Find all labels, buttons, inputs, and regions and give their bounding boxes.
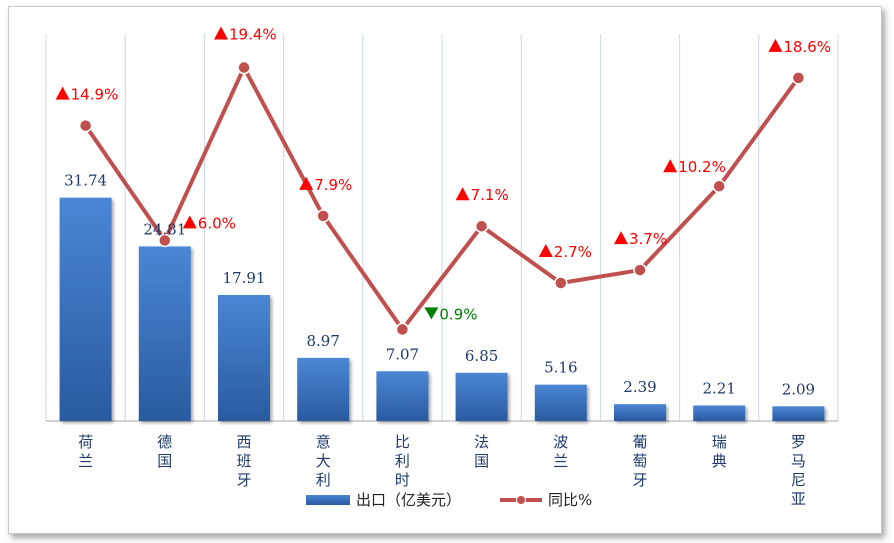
category-label: 意大利 xyxy=(316,433,331,489)
line-point xyxy=(237,60,251,75)
category-label: 波兰 xyxy=(553,433,568,470)
bar-value-label: 2.09 xyxy=(782,380,815,398)
bar xyxy=(772,406,825,421)
category-char: 国 xyxy=(474,452,489,470)
percent-label: 18.6% xyxy=(783,38,831,56)
category-label: 瑞典 xyxy=(712,433,727,470)
category-char: 利 xyxy=(316,471,331,489)
category-char: 比 xyxy=(395,433,410,451)
line-path xyxy=(83,65,801,332)
category-label: 德国 xyxy=(157,433,172,470)
category-char: 瑞 xyxy=(712,433,727,451)
category-char: 典 xyxy=(712,452,727,470)
category-char: 西 xyxy=(236,433,251,451)
bar xyxy=(614,404,666,421)
percent-label: 10.2% xyxy=(678,158,726,176)
category-label: 荷兰 xyxy=(78,433,93,470)
category-char: 罗 xyxy=(791,433,806,451)
line-point xyxy=(78,118,93,133)
bar-value-label: 8.97 xyxy=(306,332,339,350)
category-char: 葡 xyxy=(632,433,647,451)
bar xyxy=(59,197,112,421)
category-char: 萄 xyxy=(632,452,647,470)
up-triangle-icon xyxy=(614,231,628,245)
category-label: 比利时 xyxy=(395,433,410,489)
line-point xyxy=(791,71,806,85)
category-label: 西班牙 xyxy=(236,433,251,489)
up-triangle-icon xyxy=(214,26,228,40)
percent-label: 0.9% xyxy=(439,305,477,323)
bar-value-label: 5.16 xyxy=(544,359,577,377)
line-series xyxy=(78,60,806,337)
category-char: 马 xyxy=(791,452,806,470)
bar-series xyxy=(59,197,825,421)
category-label: 法国 xyxy=(474,433,489,470)
legend-line-marker xyxy=(516,495,526,505)
percent-label: 19.4% xyxy=(229,26,277,44)
category-char: 法 xyxy=(474,433,489,451)
line-point xyxy=(316,209,330,223)
line-point xyxy=(395,322,410,337)
category-char: 兰 xyxy=(78,452,93,470)
category-char: 国 xyxy=(157,452,172,470)
bar-value-label: 17.91 xyxy=(223,269,266,287)
line-point xyxy=(633,263,647,277)
bar-value-label: 31.74 xyxy=(64,172,107,190)
legend: 出口（亿美元） 同比% xyxy=(306,491,592,509)
category-char: 意 xyxy=(316,433,331,451)
bar xyxy=(297,357,350,421)
category-char: 德 xyxy=(157,433,172,451)
category-char: 利 xyxy=(395,452,410,470)
category-char: 班 xyxy=(236,452,251,470)
legend-line-label: 同比% xyxy=(548,491,592,509)
percent-label: 2.7% xyxy=(554,243,592,261)
up-triangle-icon xyxy=(455,187,470,201)
percent-label: 14.9% xyxy=(71,86,119,104)
category-char: 牙 xyxy=(236,471,251,489)
percent-label: 6.0% xyxy=(198,214,236,232)
bar-value-label: 6.85 xyxy=(465,347,498,365)
up-triangle-icon xyxy=(55,86,70,100)
up-triangle-icon xyxy=(299,176,314,190)
percent-label: 7.1% xyxy=(471,186,509,204)
legend-bar-label: 出口（亿美元） xyxy=(356,491,461,509)
category-char: 兰 xyxy=(553,452,568,470)
category-char: 波 xyxy=(553,433,568,451)
category-char: 牙 xyxy=(632,471,647,489)
up-triangle-icon xyxy=(182,215,197,229)
line-point xyxy=(712,179,726,193)
category-label: 葡萄牙 xyxy=(632,433,647,489)
category-char: 荷 xyxy=(78,433,93,451)
line-point xyxy=(474,219,489,233)
bar xyxy=(455,372,508,421)
bar xyxy=(534,384,587,421)
percent-label: 3.7% xyxy=(629,230,667,248)
bar-value-label: 24.81 xyxy=(143,220,186,238)
grid-lines xyxy=(45,34,839,422)
percent-label: 7.9% xyxy=(314,176,352,194)
legend-bar-swatch xyxy=(306,495,350,505)
down-triangle-icon xyxy=(424,307,439,320)
category-char: 亚 xyxy=(791,490,806,508)
bar-value-label: 7.07 xyxy=(386,345,419,363)
up-triangle-icon xyxy=(538,243,553,257)
bar xyxy=(693,405,746,421)
bar xyxy=(218,294,270,421)
up-triangle-icon xyxy=(663,159,678,173)
up-triangle-icon xyxy=(768,38,783,52)
bar-value-label: 2.21 xyxy=(702,379,735,397)
category-char: 时 xyxy=(395,471,410,489)
line-point xyxy=(158,233,172,248)
data-labels: 31.74 24.81 17.91 8.97 7.07 6.85 5.16 2.39 2.21 2… xyxy=(55,26,831,398)
bar xyxy=(376,371,429,421)
category-char: 尼 xyxy=(791,471,806,489)
category-char: 大 xyxy=(316,452,331,470)
bar-value-label: 2.39 xyxy=(623,378,656,396)
bar xyxy=(138,246,191,421)
line-point xyxy=(554,276,568,290)
